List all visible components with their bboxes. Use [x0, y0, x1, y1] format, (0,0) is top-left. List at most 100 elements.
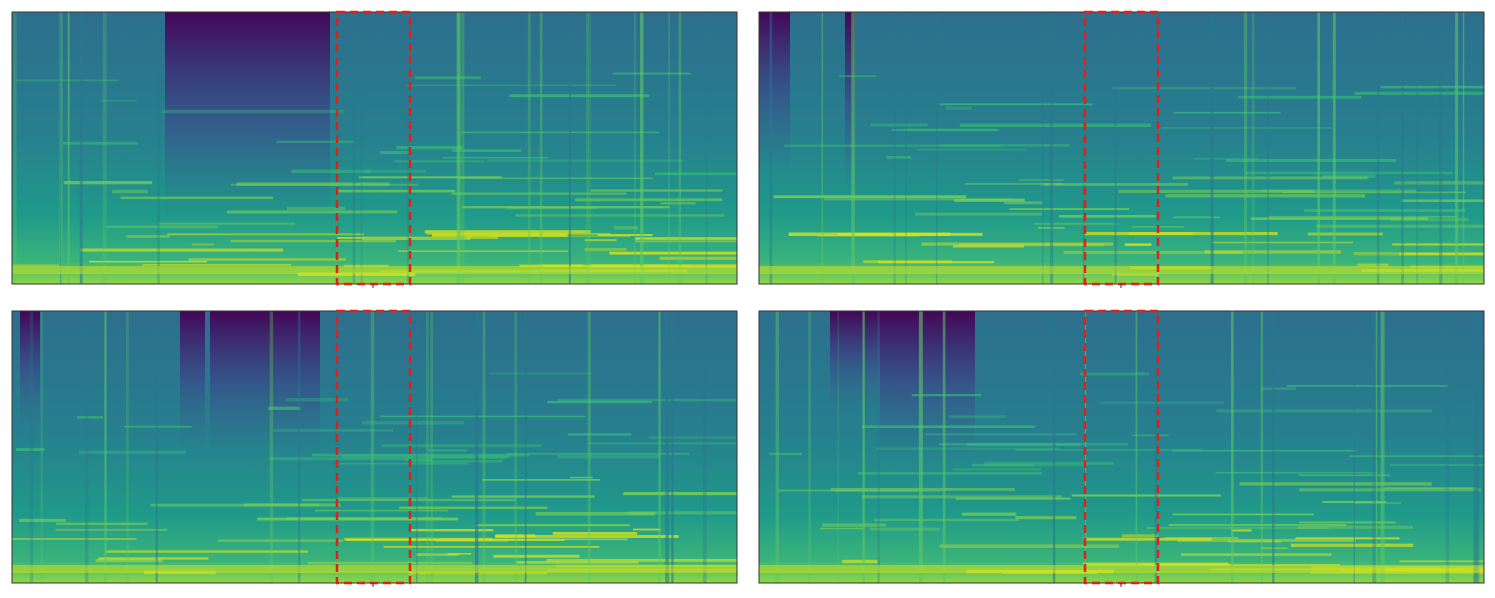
harmonic-stripe: [380, 415, 586, 418]
harmonic-stripe: [257, 517, 459, 521]
harmonic-stripe: [535, 512, 656, 516]
harmonic-stripe: [821, 523, 886, 527]
harmonic-stripe: [632, 528, 661, 531]
harmonic-stripe: [877, 260, 995, 264]
harmonic-stripe: [1037, 226, 1065, 229]
harmonic-stripe: [268, 406, 301, 410]
onset-streak: [360, 12, 363, 284]
onset-streak: [474, 311, 479, 583]
harmonic-stripe: [442, 156, 549, 159]
harmonic-stripe: [112, 189, 148, 194]
onset-streak: [67, 12, 70, 284]
harmonic-stripe: [307, 561, 472, 565]
harmonic-stripe: [286, 206, 346, 210]
harmonic-stripe: [1177, 538, 1356, 542]
onset-streak: [1332, 12, 1336, 284]
harmonic-stripe: [451, 192, 627, 195]
harmonic-stripe: [648, 436, 737, 439]
harmonic-stripe: [911, 393, 982, 397]
onset-streak: [269, 311, 274, 583]
harmonic-stripe: [984, 464, 1085, 467]
harmonic-stripe: [635, 240, 737, 243]
harmonic-stripe: [77, 416, 104, 419]
harmonic-stripe: [1226, 158, 1397, 162]
low-energy-region: [880, 311, 975, 461]
spectrogram-panel: [759, 12, 1484, 284]
harmonic-stripe: [341, 454, 511, 459]
onset-streak: [370, 311, 375, 583]
harmonic-stripe: [1172, 216, 1221, 219]
harmonic-stripe: [482, 479, 600, 481]
low-energy-region: [20, 311, 40, 431]
onset-streak: [862, 311, 865, 583]
harmonic-stripe: [1181, 553, 1332, 556]
onset-streak: [1052, 311, 1056, 583]
harmonic-stripe: [984, 461, 1115, 465]
onset-streak: [808, 311, 811, 583]
harmonic-stripe: [1401, 199, 1484, 203]
onset-streak: [1154, 311, 1158, 583]
harmonic-stripe: [361, 236, 471, 240]
onset-streak: [1473, 311, 1477, 583]
harmonic-stripe: [89, 260, 208, 263]
bass-band: [12, 266, 737, 274]
harmonic-stripe: [552, 532, 638, 535]
harmonic-stripe: [623, 492, 737, 496]
harmonic-stripe: [952, 468, 1042, 471]
harmonic-stripe: [1286, 384, 1449, 387]
onset-streak: [406, 12, 410, 284]
harmonic-stripe: [515, 561, 639, 564]
harmonic-stripe: [587, 442, 737, 445]
harmonic-stripe: [424, 230, 591, 234]
harmonic-stripe: [1239, 482, 1432, 486]
harmonic-stripe: [1143, 564, 1341, 566]
onset-streak: [1401, 12, 1404, 284]
harmonic-stripe: [467, 236, 499, 240]
onset-streak: [29, 311, 34, 583]
harmonic-stripe: [1250, 217, 1428, 220]
harmonic-stripe: [940, 144, 1070, 147]
onset-streak: [769, 12, 773, 284]
harmonic-stripe: [150, 503, 320, 507]
harmonic-stripe: [515, 214, 725, 217]
harmonic-stripe: [432, 233, 568, 237]
harmonic-stripe: [1172, 449, 1357, 452]
low-energy-region: [845, 12, 855, 192]
onset-streak: [589, 12, 591, 284]
harmonic-stripe: [362, 421, 464, 425]
harmonic-stripe: [1071, 494, 1221, 497]
onset-streak: [1439, 12, 1443, 284]
harmonic-stripe: [569, 476, 593, 479]
onset-streak: [1475, 311, 1480, 583]
onset-streak: [1230, 311, 1234, 583]
harmonic-stripe: [19, 518, 67, 523]
harmonic-stripe: [939, 544, 1119, 548]
harmonic-stripe: [1128, 232, 1193, 235]
spectrogram-background: [12, 12, 737, 284]
harmonic-stripe: [1193, 157, 1259, 160]
harmonic-stripe: [365, 169, 427, 173]
onset-streak: [539, 12, 543, 284]
onset-streak: [1135, 311, 1138, 583]
onset-streak: [640, 12, 644, 284]
harmonic-stripe: [590, 189, 723, 192]
harmonic-stripe: [509, 94, 650, 98]
low-energy-region: [180, 311, 205, 451]
harmonic-stripe: [609, 251, 737, 255]
harmonic-stripe: [489, 372, 591, 375]
harmonic-stripe: [1063, 250, 1243, 254]
harmonic-stripe: [597, 234, 653, 237]
harmonic-stripe: [584, 247, 627, 252]
harmonic-stripe: [167, 233, 364, 236]
harmonic-stripe: [12, 264, 60, 267]
harmonic-stripe: [16, 448, 45, 452]
harmonic-stripe: [162, 109, 344, 114]
harmonic-stripe: [346, 538, 565, 541]
harmonic-stripe: [380, 150, 411, 154]
harmonic-stripe: [1298, 474, 1390, 477]
harmonic-stripe: [451, 495, 595, 498]
harmonic-stripe: [383, 546, 600, 548]
harmonic-stripe: [1118, 189, 1315, 193]
harmonic-stripe: [862, 425, 1035, 429]
